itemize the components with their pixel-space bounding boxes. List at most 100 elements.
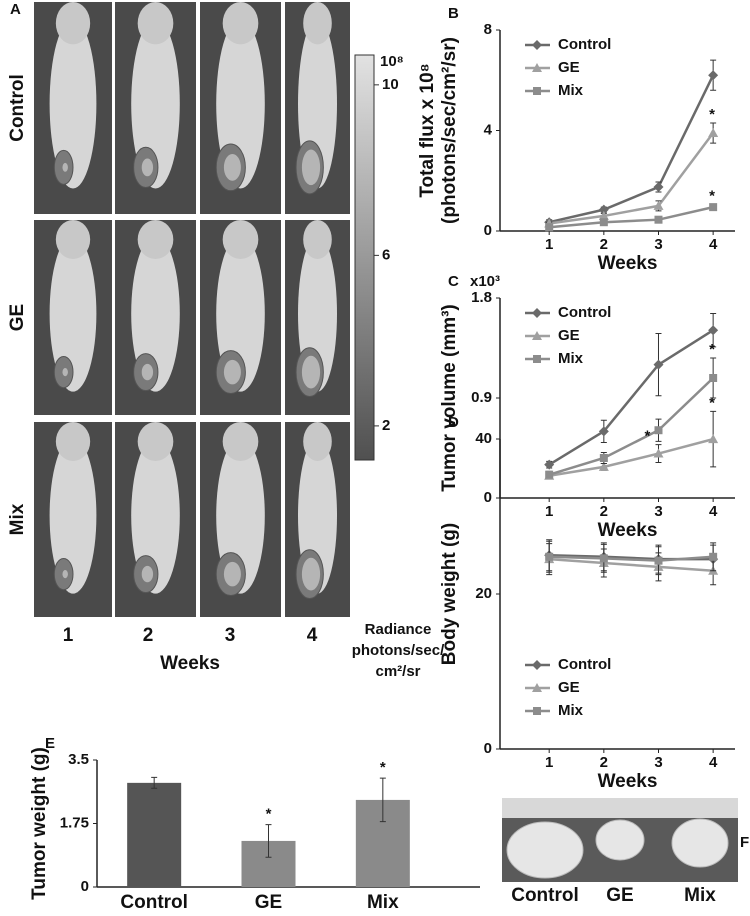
y-tick-label: 0 — [484, 222, 492, 239]
annotation: * — [709, 394, 715, 411]
colorbar-tick-label: 10 — [382, 76, 399, 93]
colorbar-label: cm²/sr — [375, 663, 420, 680]
marker — [709, 374, 718, 382]
series-line — [549, 557, 714, 572]
mouse-head — [303, 422, 332, 461]
y-tick-label: 0 — [81, 878, 89, 895]
colorbar-tick-label: 6 — [382, 246, 390, 263]
x-tick-label: 3 — [654, 236, 662, 253]
panel-letter: B — [448, 5, 459, 22]
marker — [654, 426, 663, 435]
series-line — [548, 329, 714, 466]
y-tick-label: 40 — [475, 430, 492, 447]
series-line — [548, 377, 715, 476]
mouse-head — [222, 2, 259, 45]
marker — [708, 70, 719, 81]
y-tick-label: 1.8 — [471, 289, 492, 306]
y-tick-label: 3.5 — [68, 751, 89, 768]
colorbar-label: photons/sec/ — [352, 642, 445, 659]
legend-label: Mix — [558, 82, 584, 99]
week-label: 3 — [225, 625, 236, 646]
tumor-label: GE — [606, 885, 633, 906]
panel-letter: D — [448, 414, 459, 431]
series-line — [549, 205, 714, 229]
bar — [127, 782, 182, 887]
tumor-label: Mix — [684, 885, 716, 906]
tumor-core — [301, 355, 321, 389]
x-axis-title: Weeks — [598, 520, 658, 541]
marker — [532, 331, 542, 340]
legend-label: GE — [558, 679, 580, 696]
x-tick-label: Mix — [367, 892, 399, 913]
marker — [708, 434, 719, 444]
y-tick-label: 0 — [484, 740, 492, 757]
marker — [653, 182, 664, 193]
y-multiplier: x10³ — [470, 273, 500, 290]
row-label: GE — [7, 304, 28, 331]
series-line — [548, 74, 715, 224]
marker — [532, 660, 542, 670]
tumor-label: Control — [511, 885, 579, 906]
marker — [532, 683, 542, 692]
marker — [599, 454, 608, 462]
marker — [598, 210, 609, 220]
legend-label: Mix — [558, 702, 584, 719]
marker — [708, 128, 719, 138]
mouse-head — [137, 220, 174, 259]
tumor-core — [62, 368, 68, 377]
marker — [598, 461, 609, 471]
x-tick-label: 4 — [709, 503, 718, 520]
x-tick-label: GE — [255, 892, 282, 913]
marker — [654, 215, 663, 224]
tumor-core — [141, 363, 154, 381]
marker — [545, 470, 554, 479]
x-tick-label: 1 — [545, 236, 553, 253]
mouse-body — [131, 18, 180, 189]
marker — [709, 203, 718, 212]
x-axis-title: Weeks — [598, 771, 658, 792]
series-line — [548, 437, 714, 478]
annotation: * — [266, 806, 272, 823]
marker — [654, 556, 663, 565]
x-tick-label: 1 — [545, 754, 553, 771]
series-line — [549, 132, 715, 225]
marker — [545, 552, 554, 561]
legend-label: Control — [558, 304, 611, 321]
tumor-core — [301, 557, 321, 591]
marker — [533, 87, 541, 95]
x-axis-title: Weeks — [598, 253, 658, 274]
mouse-body — [49, 235, 97, 392]
marker — [533, 707, 541, 715]
marker — [545, 223, 554, 232]
marker — [599, 554, 608, 563]
annotation: * — [709, 341, 715, 358]
mouse-head — [303, 220, 332, 259]
colorbar — [354, 54, 375, 461]
annotation: * — [709, 106, 715, 123]
mouse-head — [137, 2, 174, 45]
legend-label: Control — [558, 36, 611, 53]
marker — [653, 200, 664, 210]
legend-label: Mix — [558, 350, 584, 367]
tumor-core — [223, 154, 241, 181]
x-tick-label: 2 — [600, 503, 608, 520]
panel-letter: E — [45, 735, 55, 752]
tumor-core — [223, 561, 241, 587]
marker — [708, 325, 719, 336]
y-tick-label: 4 — [484, 121, 493, 138]
annotation: * — [380, 759, 386, 776]
x-tick-label: 4 — [709, 754, 718, 771]
mouse-head — [55, 422, 91, 461]
mouse-body — [131, 235, 180, 392]
y-tick-label: 8 — [484, 21, 492, 38]
y-tick-label: 0 — [484, 489, 492, 506]
mouse-body — [49, 437, 97, 594]
x-tick-label: 4 — [709, 236, 718, 253]
y-axis-title: Tumor weight (g) — [29, 747, 50, 900]
error-bar — [151, 776, 158, 789]
colorbar-tick-label: 2 — [382, 417, 390, 434]
error-bar — [265, 824, 272, 858]
error-bar — [379, 777, 386, 823]
marker — [599, 218, 608, 227]
marker — [533, 355, 541, 363]
